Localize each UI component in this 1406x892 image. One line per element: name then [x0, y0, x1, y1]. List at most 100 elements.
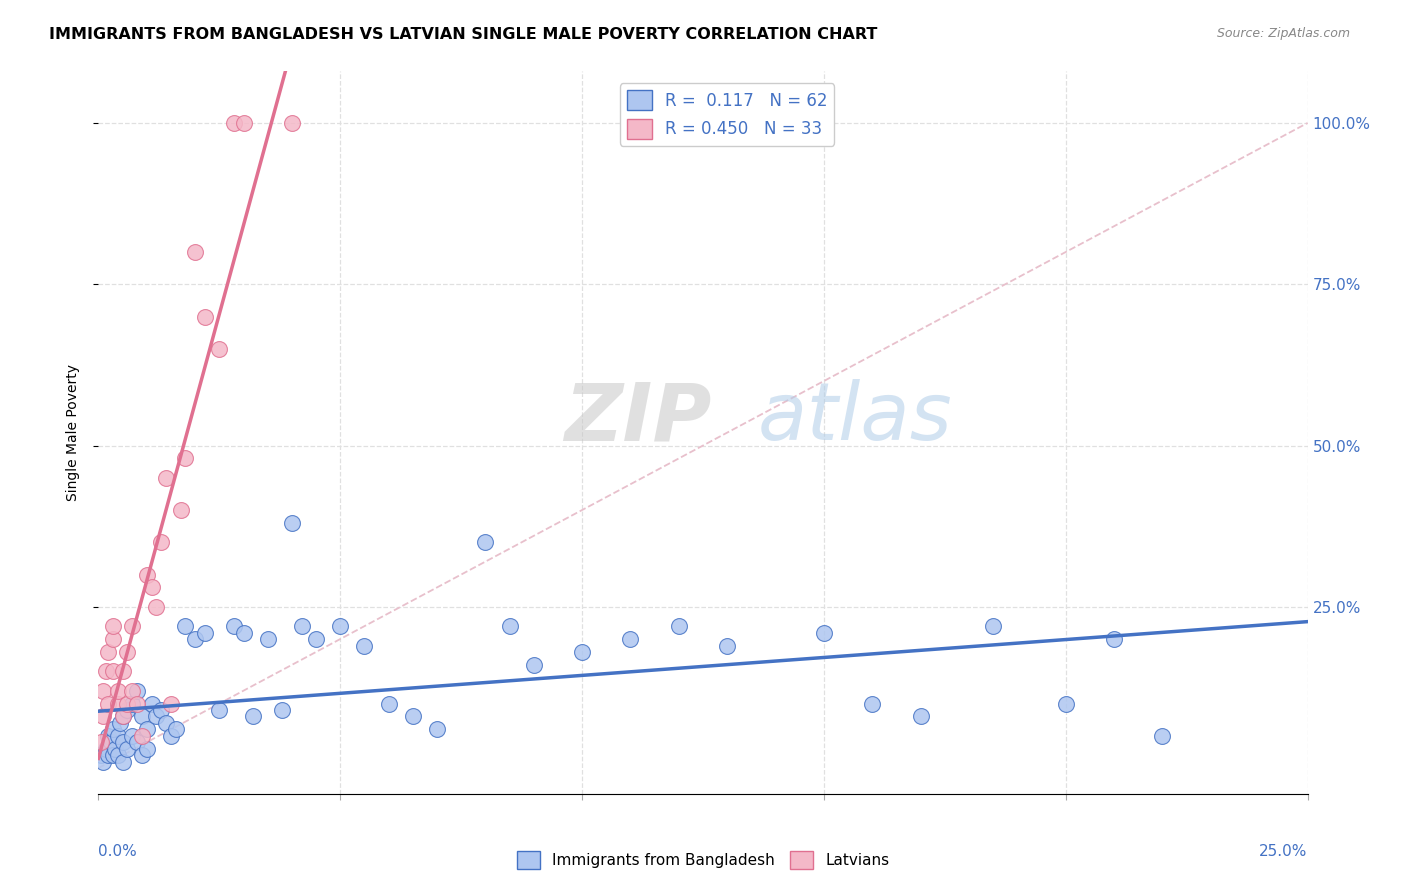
Text: IMMIGRANTS FROM BANGLADESH VS LATVIAN SINGLE MALE POVERTY CORRELATION CHART: IMMIGRANTS FROM BANGLADESH VS LATVIAN SI… — [49, 27, 877, 42]
Point — [97, 697, 120, 711]
Point — [117, 703, 139, 717]
Point — [121, 729, 143, 743]
Point — [127, 735, 149, 749]
Point — [860, 697, 883, 711]
Point — [94, 665, 117, 679]
Point — [174, 451, 197, 466]
Point — [281, 116, 304, 130]
Point — [184, 632, 207, 646]
Point — [208, 703, 231, 717]
Point — [141, 697, 163, 711]
Point — [111, 665, 134, 679]
Point — [619, 632, 641, 646]
Point — [194, 310, 217, 324]
Point — [145, 599, 167, 614]
Text: Source: ZipAtlas.com: Source: ZipAtlas.com — [1216, 27, 1350, 40]
Point — [256, 632, 278, 646]
Point — [1152, 729, 1174, 743]
Point — [104, 741, 127, 756]
Point — [107, 729, 129, 743]
Point — [94, 741, 117, 756]
Point — [290, 619, 312, 633]
Point — [402, 709, 425, 723]
Point — [111, 709, 134, 723]
Point — [101, 619, 124, 633]
Point — [716, 639, 738, 653]
Point — [194, 625, 217, 640]
Point — [91, 683, 114, 698]
Point — [91, 709, 114, 723]
Point — [127, 683, 149, 698]
Point — [101, 723, 124, 737]
Point — [101, 632, 124, 646]
Point — [184, 244, 207, 259]
Point — [426, 723, 449, 737]
Point — [155, 715, 177, 730]
Point — [107, 683, 129, 698]
Text: 25.0%: 25.0% — [1260, 845, 1308, 860]
Point — [90, 735, 112, 749]
Point — [135, 567, 157, 582]
Point — [97, 748, 120, 763]
Point — [150, 703, 173, 717]
Text: atlas: atlas — [758, 379, 952, 458]
Text: ZIP: ZIP — [564, 379, 711, 458]
Point — [1102, 632, 1125, 646]
Point — [165, 723, 187, 737]
Point — [108, 715, 131, 730]
Point — [305, 632, 328, 646]
Legend: Immigrants from Bangladesh, Latvians: Immigrants from Bangladesh, Latvians — [510, 845, 896, 875]
Point — [222, 116, 245, 130]
Point — [111, 709, 134, 723]
Point — [523, 657, 546, 672]
Point — [145, 709, 167, 723]
Point — [155, 471, 177, 485]
Point — [571, 645, 593, 659]
Point — [100, 735, 122, 749]
Point — [121, 697, 143, 711]
Point — [981, 619, 1004, 633]
Point — [208, 342, 231, 356]
Text: 0.0%: 0.0% — [98, 845, 138, 860]
Point — [111, 735, 134, 749]
Point — [131, 748, 153, 763]
Point — [91, 755, 114, 769]
Point — [150, 535, 173, 549]
Point — [329, 619, 352, 633]
Point — [668, 619, 690, 633]
Point — [121, 683, 143, 698]
Point — [117, 645, 139, 659]
Legend: R =  0.117   N = 62, R = 0.450   N = 33: R = 0.117 N = 62, R = 0.450 N = 33 — [620, 83, 834, 145]
Point — [107, 697, 129, 711]
Point — [281, 516, 304, 530]
Point — [498, 619, 520, 633]
Point — [101, 748, 124, 763]
Point — [813, 625, 835, 640]
Point — [222, 619, 245, 633]
Point — [135, 723, 157, 737]
Point — [1054, 697, 1077, 711]
Point — [174, 619, 197, 633]
Point — [107, 748, 129, 763]
Point — [160, 697, 183, 711]
Point — [101, 665, 124, 679]
Point — [97, 729, 120, 743]
Point — [232, 116, 254, 130]
Point — [141, 581, 163, 595]
Point — [353, 639, 375, 653]
Point — [135, 741, 157, 756]
Point — [117, 697, 139, 711]
Point — [97, 645, 120, 659]
Point — [131, 729, 153, 743]
Point — [242, 709, 264, 723]
Point — [117, 741, 139, 756]
Point — [127, 697, 149, 711]
Point — [474, 535, 496, 549]
Point — [121, 619, 143, 633]
Point — [90, 748, 112, 763]
Point — [131, 709, 153, 723]
Point — [271, 703, 294, 717]
Point — [910, 709, 932, 723]
Point — [160, 729, 183, 743]
Point — [111, 755, 134, 769]
